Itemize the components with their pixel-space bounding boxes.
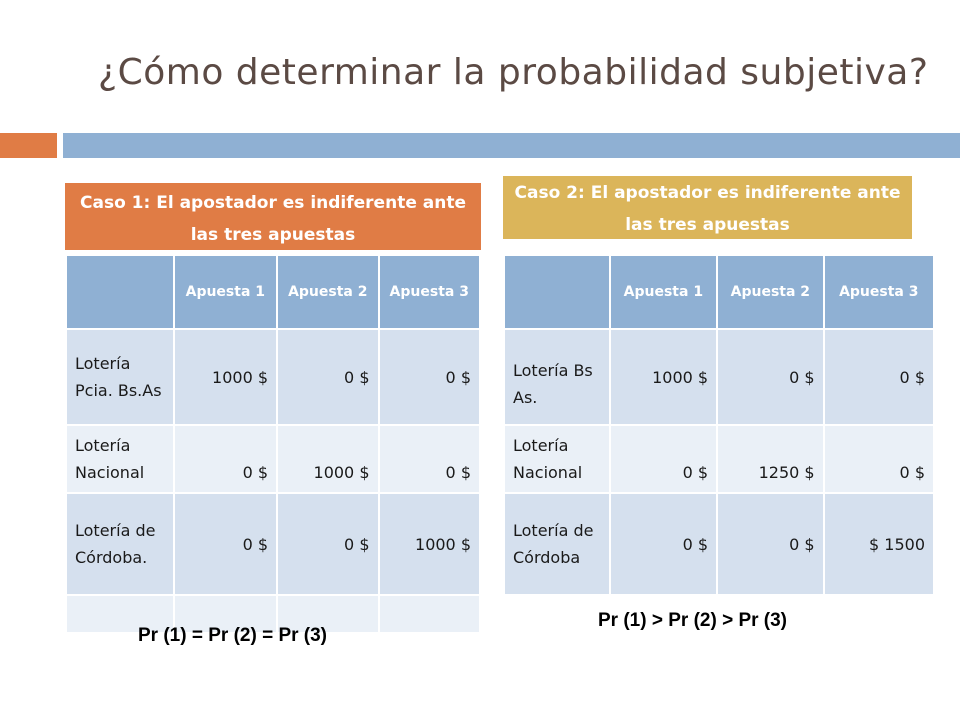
table-cell: 0 $ xyxy=(822,424,936,494)
table-cell: 1000 $ xyxy=(276,424,380,494)
table-row xyxy=(65,594,481,634)
case2-formula: Pr (1) > Pr (2) > Pr (3) xyxy=(598,610,788,631)
case1-formula: Pr (1) = Pr (2) = Pr (3) xyxy=(138,625,328,646)
header-cell: Apuesta 1 xyxy=(608,254,719,330)
table-cell: 0 $ xyxy=(172,492,279,596)
header-cell: Apuesta 1 xyxy=(172,254,279,330)
table-cell: 0 $ xyxy=(377,424,481,494)
row-label xyxy=(65,594,175,634)
table-cell: 0 $ xyxy=(276,492,380,596)
row-label: Lotería Nacional xyxy=(65,424,175,494)
table-cell xyxy=(276,594,380,634)
accent-bar-blue xyxy=(63,133,960,158)
table-cell: 1000 $ xyxy=(608,328,719,426)
table-cell: 1250 $ xyxy=(716,424,825,494)
row-label: Lotería Pcia. Bs.As xyxy=(65,328,175,426)
table-cell: 0 $ xyxy=(172,424,279,494)
table-cell: 0 $ xyxy=(716,492,825,596)
table-cell: $ 1500 xyxy=(822,492,936,596)
header-cell: Apuesta 3 xyxy=(377,254,481,330)
row-label: Lotería Nacional xyxy=(503,424,611,494)
table-cell: 0 $ xyxy=(822,328,936,426)
row-label: Lotería Bs As. xyxy=(503,328,611,426)
table-cell: 0 $ xyxy=(608,424,719,494)
case2-header: Caso 2: El apostador es indiferente ante… xyxy=(503,176,912,239)
table-cell: 0 $ xyxy=(608,492,719,596)
table-header-row: Apuesta 1 Apuesta 2 Apuesta 3 xyxy=(65,254,481,330)
slide-title: ¿Cómo determinar la probabilidad subjeti… xyxy=(98,52,929,93)
table-cell xyxy=(172,594,279,634)
table-cell xyxy=(377,594,481,634)
row-label: Lotería de Córdoba xyxy=(503,492,611,596)
table-cell: 1000 $ xyxy=(377,492,481,596)
table-cell: 0 $ xyxy=(377,328,481,426)
table-cell: 0 $ xyxy=(276,328,380,426)
table-row: Lotería Pcia. Bs.As 1000 $ 0 $ 0 $ xyxy=(65,328,481,426)
case2-table: Apuesta 1 Apuesta 2 Apuesta 3 Lotería Bs… xyxy=(503,254,936,596)
header-cell: Apuesta 3 xyxy=(822,254,936,330)
table-cell: 0 $ xyxy=(716,328,825,426)
row-label: Lotería de Córdoba. xyxy=(65,492,175,596)
header-cell xyxy=(65,254,175,330)
accent-bar-orange xyxy=(0,133,57,158)
table-row: Lotería Nacional 0 $ 1000 $ 0 $ xyxy=(65,424,481,494)
header-cell: Apuesta 2 xyxy=(276,254,380,330)
case1-table: Apuesta 1 Apuesta 2 Apuesta 3 Lotería Pc… xyxy=(65,254,481,634)
table-cell: 1000 $ xyxy=(172,328,279,426)
case1-header: Caso 1: El apostador es indiferente ante… xyxy=(65,183,481,250)
table-row: Lotería de Córdoba. 0 $ 0 $ 1000 $ xyxy=(65,492,481,596)
table-row: Lotería Nacional 0 $ 1250 $ 0 $ xyxy=(503,424,936,494)
table-row: Lotería de Córdoba 0 $ 0 $ $ 1500 xyxy=(503,492,936,596)
table-header-row: Apuesta 1 Apuesta 2 Apuesta 3 xyxy=(503,254,936,330)
header-cell xyxy=(503,254,611,330)
header-cell: Apuesta 2 xyxy=(716,254,825,330)
table-row: Lotería Bs As. 1000 $ 0 $ 0 $ xyxy=(503,328,936,426)
